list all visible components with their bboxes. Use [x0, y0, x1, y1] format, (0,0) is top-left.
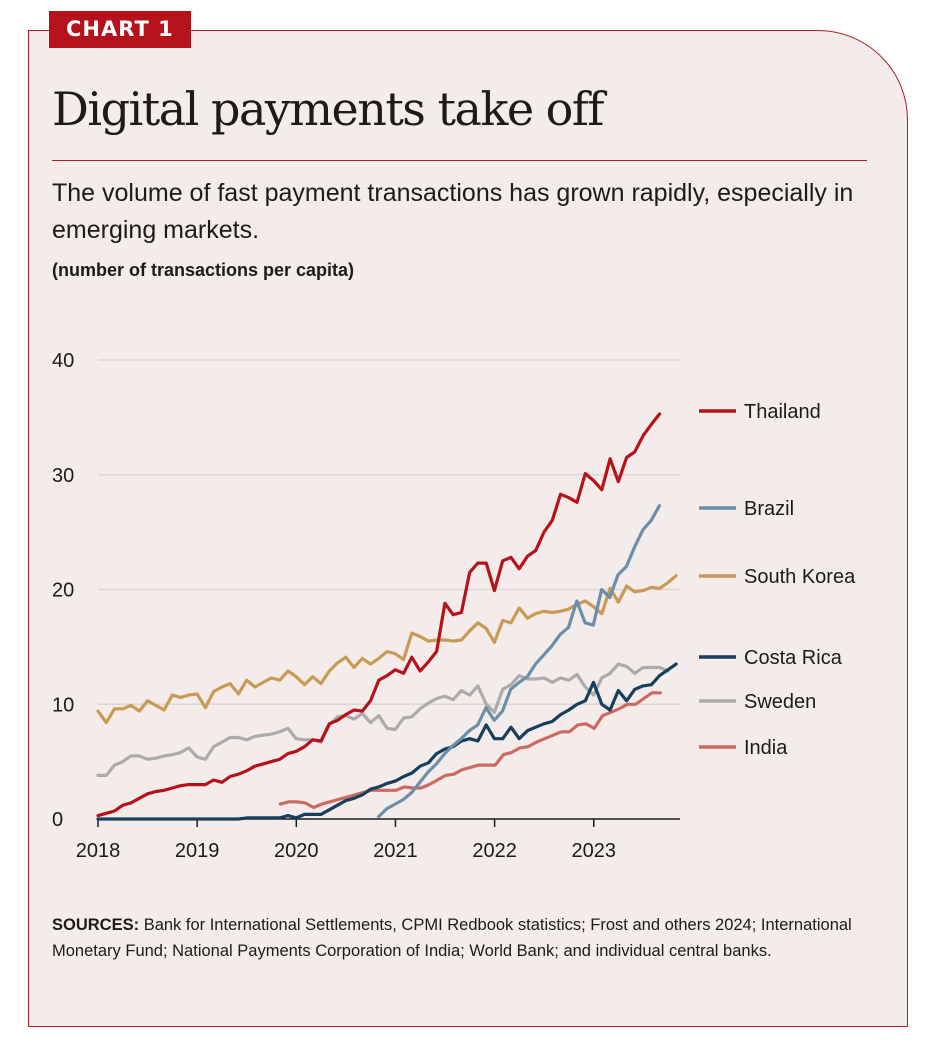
series-line-costa-rica	[96, 662, 678, 821]
y-tick-label: 40	[52, 350, 74, 372]
legend-label: South Korea	[744, 566, 856, 588]
x-tick-label: 2022	[472, 840, 517, 862]
legend-label: Brazil	[744, 498, 794, 520]
x-tick-label: 2018	[76, 840, 121, 862]
series-line-thailand	[96, 412, 662, 818]
series-line-sweden	[96, 662, 670, 778]
x-tick-label: 2020	[274, 840, 319, 862]
series-line-south-korea	[96, 574, 678, 725]
y-axis-ticks: 0 10 20 30 40	[52, 350, 74, 831]
x-tick-label: 2019	[175, 840, 220, 862]
legend-label: Sweden	[744, 691, 816, 713]
series-line-india	[278, 691, 662, 810]
chart-panel	[28, 30, 908, 1027]
legend-label: Thailand	[744, 401, 821, 423]
sources-label: SOURCES:	[52, 916, 140, 934]
series-lines	[96, 412, 678, 821]
y-tick-label: 30	[52, 465, 74, 487]
x-axis: 2018 2019 2020 2021 2022 2023	[76, 818, 680, 862]
y-axis-units: (number of transactions per capita)	[52, 260, 355, 280]
sources-note: SOURCES: Bank for International Settleme…	[52, 912, 872, 964]
chart-title: Digital payments take off	[52, 82, 604, 136]
chart-number-tag-overlay: CHART 1	[49, 11, 191, 48]
legend-label: India	[744, 737, 788, 759]
title-divider	[52, 160, 867, 161]
legend: Thailand Brazil South Korea Costa Rica Swede…	[699, 401, 856, 759]
gridlines	[98, 359, 680, 705]
sources-text: Bank for International Settlements, CPMI…	[52, 916, 852, 960]
x-tick-label: 2023	[571, 840, 616, 862]
legend-label: Costa Rica	[744, 647, 843, 669]
y-tick-label: 10	[52, 694, 74, 716]
chart-subtitle: The volume of fast payment transactions …	[52, 179, 854, 244]
y-tick-label: 20	[52, 580, 74, 602]
y-tick-label: 0	[52, 809, 63, 831]
series-line-brazil	[377, 504, 662, 819]
x-tick-label: 2021	[373, 840, 418, 862]
